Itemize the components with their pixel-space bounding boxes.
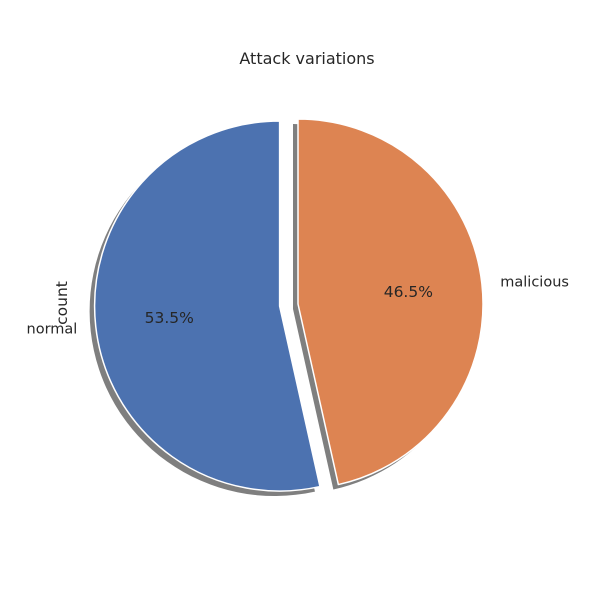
pie-slices [93, 118, 484, 492]
pie-slice-normal [93, 120, 321, 492]
slice-label-normal: normal [27, 321, 78, 337]
chart-title: Attack variations [239, 49, 374, 68]
slice-percent-label-normal: 53.5% [145, 309, 194, 327]
slice-percent-label-malicious: 46.5% [384, 283, 433, 301]
y-axis-label: count [53, 281, 71, 325]
slice-labels: normal 53.5% malicious 46.5% [27, 275, 569, 338]
slice-label-malicious: malicious [500, 275, 569, 291]
pie-slice-malicious [297, 118, 484, 486]
